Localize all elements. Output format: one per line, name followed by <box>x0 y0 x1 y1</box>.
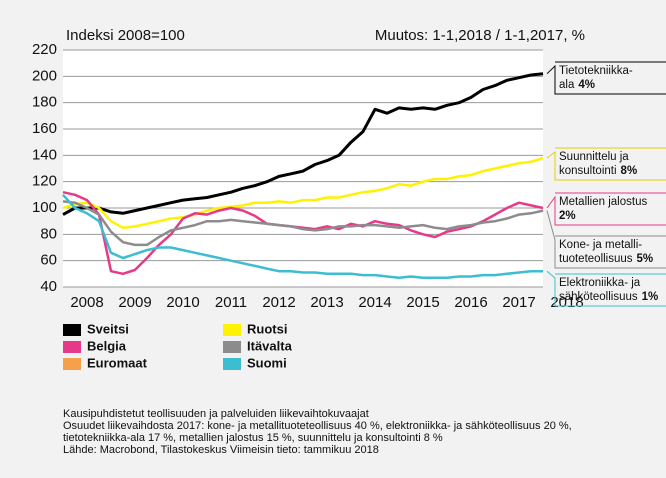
subtitle: Muutos: 1-1,2018 / 1-1,2017, % <box>375 27 585 44</box>
series-line <box>62 190 544 276</box>
x-tick-label: 2010 <box>166 294 199 311</box>
annotation-text: sähköteollisuus <box>559 291 638 303</box>
note: Lähde: Macrobond, Tilastokeskus Viimeisi… <box>63 444 379 456</box>
annotation-text: tuoteteollisuus 5% <box>559 253 653 265</box>
legend-label: Sveitsi <box>87 321 129 336</box>
annotation-text: Kone- ja metalli- <box>559 239 642 251</box>
annotation-change: 8% <box>621 165 638 177</box>
y-tick-label: 140 <box>32 146 57 163</box>
annotation-text: konsultointi 8% <box>559 165 637 177</box>
x-tick-label: 2009 <box>118 294 151 311</box>
x-tick-label: 2012 <box>262 294 295 311</box>
legend-label: Euromaat <box>87 355 148 370</box>
note: Kausipuhdistetut teollisuuden ja palvelu… <box>63 408 369 420</box>
annotation-change: 4% <box>578 79 595 91</box>
annotation-text: tuoteteollisuus <box>559 253 633 265</box>
y-tick-label: 120 <box>32 173 57 190</box>
annotation-text: Elektroniikka- ja <box>559 277 641 289</box>
legend-swatch <box>63 358 81 370</box>
legend-swatch <box>63 324 81 336</box>
x-tick-label: 2011 <box>215 294 247 311</box>
note: Osuudet liikevaihdosta 2017: kone- ja me… <box>63 420 572 432</box>
series-line <box>62 156 544 230</box>
annotation-callout <box>546 270 666 307</box>
annotation-callout <box>546 195 666 226</box>
y-tick-label: 60 <box>40 252 57 269</box>
annotation-text: Metallien jalostus <box>559 196 647 208</box>
annotation-text: Tietotekniikka- <box>559 65 633 77</box>
legend-label: Suomi <box>247 355 287 370</box>
x-tick-label: 2015 <box>406 294 439 311</box>
x-tick-label: 2018 <box>550 294 583 311</box>
annotation-text: ala <box>559 79 575 91</box>
annotation-callout <box>546 210 666 269</box>
note: tietotekniikka-ala 17 %, metallien jalos… <box>63 432 443 444</box>
annotation-text: 2% <box>559 210 576 222</box>
legend-label: Itävalta <box>247 338 293 353</box>
series-line <box>62 72 544 216</box>
y-tick-label: 40 <box>40 278 57 295</box>
x-tick-label: 2016 <box>454 294 487 311</box>
annotation-change: 1% <box>642 291 659 303</box>
legend-label: Belgia <box>87 338 127 353</box>
legend-swatch <box>223 358 241 370</box>
x-tick-label: 2017 <box>502 294 535 311</box>
annotation-change: 5% <box>637 253 654 265</box>
y-tick-label: 220 <box>32 41 57 58</box>
x-tick-label: 2013 <box>310 294 343 311</box>
annotation-text: Suunnittelu ja <box>559 151 629 163</box>
x-tick-label: 2008 <box>70 294 103 311</box>
plot-area <box>63 50 543 287</box>
annotation-callout <box>546 64 666 95</box>
y-tick-label: 180 <box>32 94 57 111</box>
y-tick-label: 200 <box>32 67 57 84</box>
annotation-text: konsultointi <box>559 165 617 177</box>
y-tick-label: 80 <box>40 225 57 242</box>
annotation-text: sähköteollisuus 1% <box>559 291 658 303</box>
annotation-change: 2% <box>559 210 576 222</box>
annotation-text: ala 4% <box>559 79 595 91</box>
x-tick-label: 2014 <box>358 294 391 311</box>
y-tick-label: 160 <box>32 120 57 137</box>
series-line <box>62 193 543 280</box>
annotation-callout <box>546 151 666 181</box>
y-tick-label: 100 <box>32 199 57 216</box>
legend-swatch <box>223 324 241 336</box>
legend-swatch <box>63 341 81 353</box>
y-axis-label: Indeksi 2008=100 <box>66 27 185 44</box>
legend-swatch <box>223 341 241 353</box>
series-line <box>62 200 544 247</box>
legend-label: Ruotsi <box>247 321 287 336</box>
